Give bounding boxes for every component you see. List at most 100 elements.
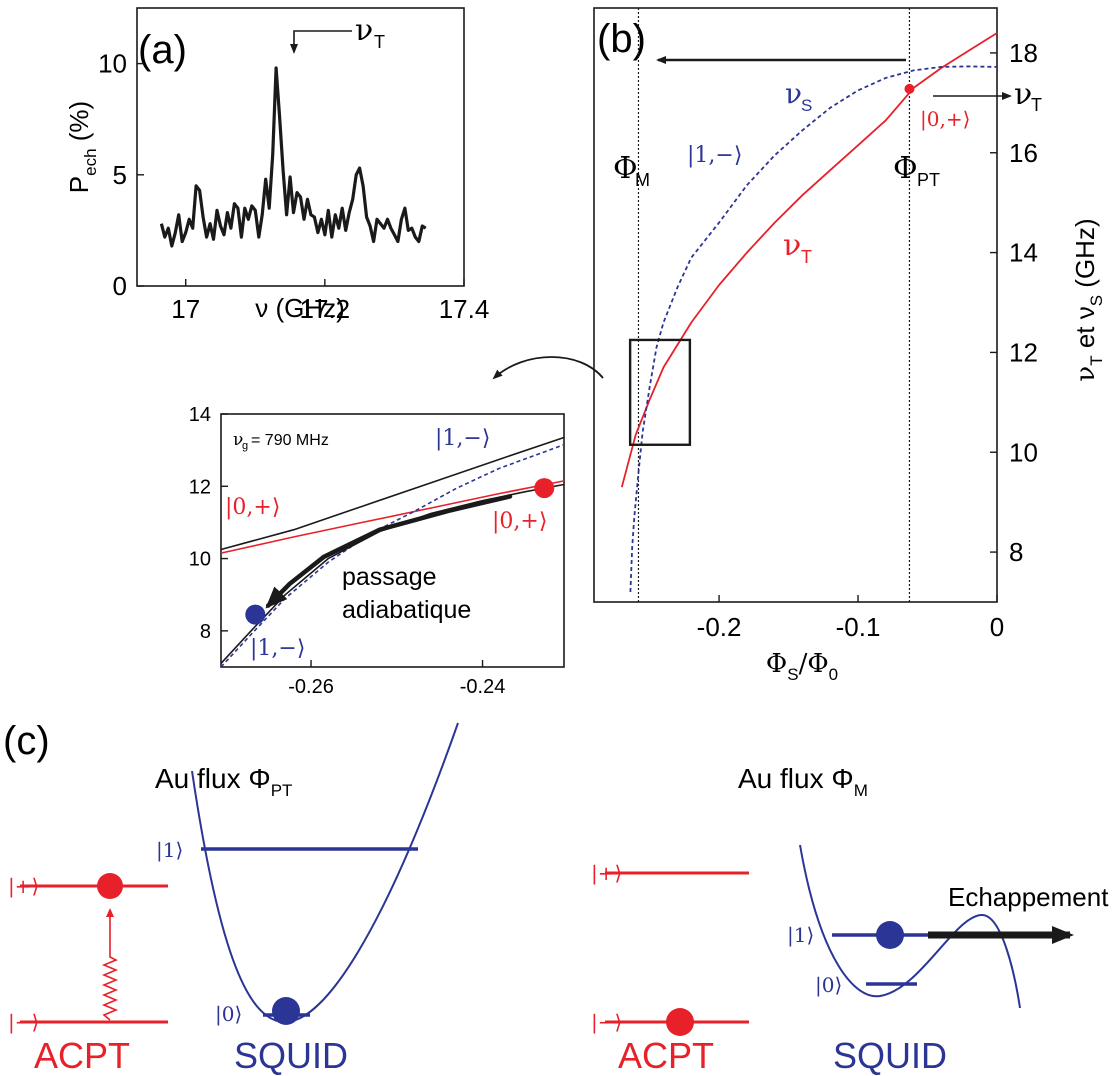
nu-t-label: ν [783,228,801,263]
left-ket-0: |0⟩ [215,1002,242,1027]
axis-ticks-b: -0.2 -0.1 0 8 10 12 14 16 18 [697,38,1038,642]
nu-g-value: = 790 MHz [251,432,329,449]
y-tick-label: 18 [1009,38,1038,68]
x-axis-label-b: ΦS/Φ0 [766,649,838,684]
inset-ket-1-minus-bottom: |1,−⟩ [250,636,305,661]
phi-pt-sub: PT [917,170,940,190]
series-line [220,443,565,668]
adiabatic-arrow [265,494,513,609]
x-axis-label-b-sub2: 0 [829,665,838,684]
series-line [620,32,998,488]
y-axis-label-a-sub: ech [81,148,100,175]
ket-0-plus-label: |0,+⟩ [920,107,970,132]
nu-t-right-sub: T [1031,95,1042,115]
y-tick-label: 16 [1009,138,1038,168]
x-tick-label: -0.2 [697,612,742,642]
right-squid-potential [799,844,1021,1009]
x-axis-label-b-main: Φ [766,649,787,679]
state-points-inset [245,478,555,625]
panel-inset: -0.26 -0.24 8 10 12 14 ν g = 790 MHz |1,−⟩ |0… [189,404,565,698]
left-title-main: Au flux Φ [155,763,271,794]
axes-frame-b [593,7,998,603]
nu-s-label: ν [785,77,802,110]
y-tick-label: 8 [200,621,211,643]
nu-g-label: ν [233,430,243,450]
y-tick-label: 12 [189,476,211,498]
nu-s-sub: S [801,96,812,115]
state-point [245,604,266,625]
y-tick-label: 8 [1009,537,1023,567]
left-ket-1: |1⟩ [156,838,183,863]
inset-ket-1-minus-top: |1,−⟩ [435,426,490,451]
panel-label-c: (c) [3,719,50,763]
x-axis-label-b-mid: /Φ [799,649,829,679]
data-series-a [159,66,427,248]
data-series-b [620,32,998,593]
y-tick-label: 5 [113,160,127,190]
right-squid-state-dot [876,921,904,949]
panel-label-a: (a) [138,28,187,72]
ket-1-minus-label: |1,−⟩ [687,143,742,168]
state-point [534,478,555,499]
passage-label-1: passage [342,563,437,591]
zoom-box-rect [628,338,692,446]
left-title: Au flux ΦPT [155,763,292,800]
right-title-sub: M [854,781,868,800]
x-axis-label-b-sub: S [787,665,798,684]
right-title-main: Au flux Φ [738,763,854,794]
peak-label-sub: T [374,32,385,52]
y-tick-label: 14 [189,404,211,426]
right-acpt-state-dot [666,1008,694,1036]
inset-ket-0-plus-left: |0,+⟩ [225,495,280,520]
zoom-box [628,338,692,446]
panel-c: (c) Au flux ΦPT |+⟩ |−⟩ |1⟩ |0⟩ ACPT SQU… [3,719,1109,1076]
adiabatic-path [265,494,513,609]
inset-ket-0-plus-right: |0,+⟩ [492,509,547,534]
y-tick-label: 14 [1009,238,1038,268]
left-acpt-label: ACPT [34,1035,130,1076]
y-tick-label: 10 [1009,437,1038,467]
x-tick-label: 17.4 [439,294,490,324]
y-axis-label-a-unit: (%) [64,101,94,149]
series-line [220,436,565,551]
marker-dot [904,83,915,94]
nu-g-sub: g [242,440,248,452]
zoom-arrow [492,356,604,380]
nu-t-right-label: ν [1014,77,1032,112]
x-tick-label: 17.2 [300,294,351,324]
right-title: Au flux ΦM [738,763,868,800]
right-ket-1: |1⟩ [787,923,814,948]
phi-pt-label: Φ [893,151,918,186]
right-ket-minus: |−⟩ [591,1010,622,1035]
right-acpt-label: ACPT [618,1035,714,1076]
peak-arrow [290,30,352,54]
axis-ticks-a: 17 17.2 17.4 0 5 10 [98,49,489,324]
photon-excitation-icon [101,908,119,1021]
nu-t-sub: T [801,247,812,267]
panel-a: (a) 17 17.2 17.4 0 5 10 ν T ν (GHz) Pech (%) [64,7,489,324]
y-tick-label: 12 [1009,338,1038,368]
panel-label-b: (b) [597,17,646,61]
series-line [159,66,427,248]
y-axis-label-b-unit: (GHz) [1070,218,1100,295]
y-axis-label-b-sub2: S [1087,295,1106,306]
left-ket-minus: |−⟩ [8,1010,39,1035]
x-tick-label: -0.24 [460,676,506,698]
y-tick-label: 10 [98,49,127,79]
right-ket-0: |0⟩ [815,973,842,998]
y-tick-label: 10 [189,549,211,571]
x-tick-label: -0.1 [836,612,881,642]
right-squid-label: SQUID [833,1035,947,1076]
flux-markers-b [637,8,911,602]
peak-label-nu: ν [355,13,373,48]
y-axis-label-b-main: ν [1071,366,1101,382]
series-line [220,480,565,554]
y-tick-label: 0 [113,271,127,301]
y-axis-label-b-mid: et ν [1070,306,1100,355]
passage-label-2: adiabatique [342,596,471,624]
left-squid-state-dot [272,997,300,1025]
axes-frame-inset [220,413,565,668]
left-ket-plus: |+⟩ [8,874,39,899]
